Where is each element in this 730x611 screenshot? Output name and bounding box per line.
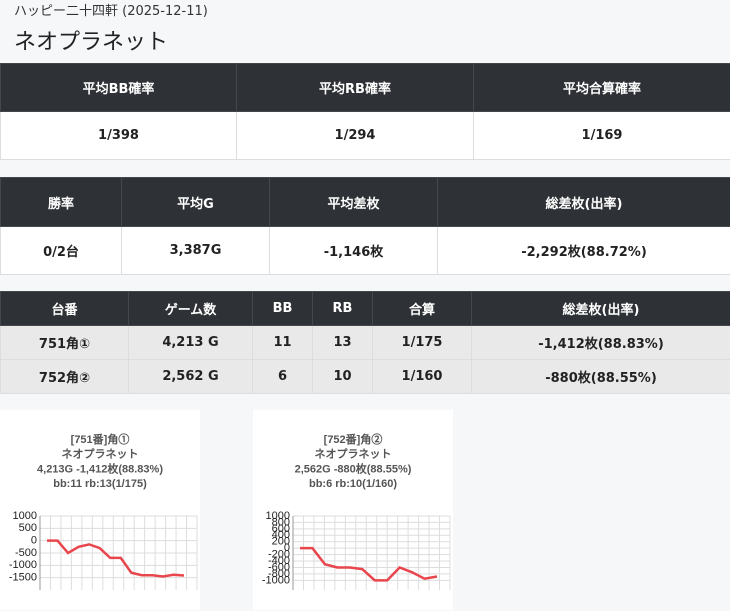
cell: -1,412枚(88.83%) <box>471 325 730 360</box>
y-tick-label: -1000 <box>9 559 37 571</box>
y-tick-label: 600 <box>272 523 290 535</box>
y-tick-label: 500 <box>19 522 37 534</box>
cell: -1,146枚 <box>269 226 438 275</box>
cell: 2,562 G <box>128 359 253 394</box>
cell: -2,292枚(88.72%) <box>437 226 730 275</box>
y-tick-label: -500 <box>15 547 37 559</box>
cell: 1/294 <box>236 111 474 160</box>
cell: 1/398 <box>0 111 237 160</box>
cell: 11 <box>252 325 313 360</box>
y-tick-label: 400 <box>272 529 290 541</box>
header-cell: ゲーム数 <box>128 291 253 326</box>
header-cell: 総差枚(出率) <box>471 291 730 326</box>
row: 751角① 4,213 G 11 13 1/175 -1,412枚(88.83%) <box>0 325 730 360</box>
cell: 751角① <box>0 325 129 360</box>
chart-title: 4,213G -1,412枚(88.83%) <box>37 461 163 475</box>
y-tick-label: -400 <box>268 555 290 567</box>
header-cell: 平均RB確率 <box>236 63 474 112</box>
page-title: ネオプラネット <box>14 30 169 55</box>
header-cell: 総差枚(出率) <box>437 177 730 227</box>
header-row: 勝率 平均G 平均差枚 総差枚(出率) <box>0 177 730 227</box>
cell: 1/175 <box>372 325 472 360</box>
summary-table: 平均BB確率 平均RB確率 平均合算確率 1/398 1/294 1/169 <box>0 63 730 160</box>
cell: 4,213 G <box>128 325 253 360</box>
y-tick-label: 0 <box>31 535 37 547</box>
y-tick-label: -1500 <box>9 572 37 584</box>
header-row: 平均BB確率 平均RB確率 平均合算確率 <box>0 63 730 112</box>
chart-title: bb:11 rb:13(1/175) <box>53 478 147 490</box>
y-tick-label: 200 <box>272 536 290 548</box>
line <box>47 539 185 578</box>
row: 1/398 1/294 1/169 <box>0 111 730 160</box>
header-cell: 平均差枚 <box>269 177 438 227</box>
cell: 0/2台 <box>0 226 122 275</box>
cell: 13 <box>312 325 373 360</box>
summary-table: 勝率 平均G 平均差枚 総差枚(出率) 0/2台 3,387G -1,146枚 -2,292枚… <box>0 177 730 275</box>
chart-title: bb:6 rb:10(1/160) <box>309 478 397 490</box>
y-tick-label: -1000 <box>262 574 290 586</box>
breadcrumb[interactable]: ハッピー二十四軒 (2025-12-11) <box>14 4 208 19</box>
cell: 6 <box>252 359 313 394</box>
machine-table: 台番 ゲーム数 BB RB 合算 総差枚(出率) 751角① 4,213 G 11 13 1/175… <box>0 291 730 394</box>
header-cell: 勝率 <box>0 177 122 227</box>
line <box>300 546 438 582</box>
chart-title: [752番]角② <box>324 432 383 446</box>
header-cell: 合算 <box>372 291 472 326</box>
header-cell: RB <box>312 291 373 326</box>
header-cell: 平均合算確率 <box>473 63 730 112</box>
y-tick-label: -600 <box>268 561 290 573</box>
y-tick-label: -200 <box>268 549 290 561</box>
row: 0/2台 3,387G -1,146枚 -2,292枚(88.72%) <box>0 226 730 275</box>
header-cell: 平均BB確率 <box>0 63 237 112</box>
cell: -880枚(88.55%) <box>471 359 730 394</box>
y-tick-label: 1000 <box>13 510 37 522</box>
y-tick-label: 800 <box>272 516 290 528</box>
cell: 1/160 <box>372 359 472 394</box>
chart-title: ネオプラネット <box>62 447 139 461</box>
header-cell: 台番 <box>0 291 129 326</box>
y-tick-label: 0 <box>284 542 290 554</box>
y-tick-label: 1000 <box>266 510 290 522</box>
chart-title: ネオプラネット <box>315 447 392 461</box>
row: 752角② 2,562 G 6 10 1/160 -880枚(88.55%) <box>0 359 730 394</box>
cell: 3,387G <box>121 226 270 275</box>
header-row: 台番 ゲーム数 BB RB 合算 総差枚(出率) <box>0 291 730 326</box>
cell: 752角② <box>0 359 129 394</box>
cell: 10 <box>312 359 373 394</box>
y-tick-label: -800 <box>268 568 290 580</box>
chart-title: 2,562G -880枚(88.55%) <box>295 461 412 475</box>
header-cell: 平均G <box>121 177 270 227</box>
chart-title: [751番]角① <box>71 432 130 446</box>
header-cell: BB <box>252 291 313 326</box>
cell: 1/169 <box>473 111 730 160</box>
